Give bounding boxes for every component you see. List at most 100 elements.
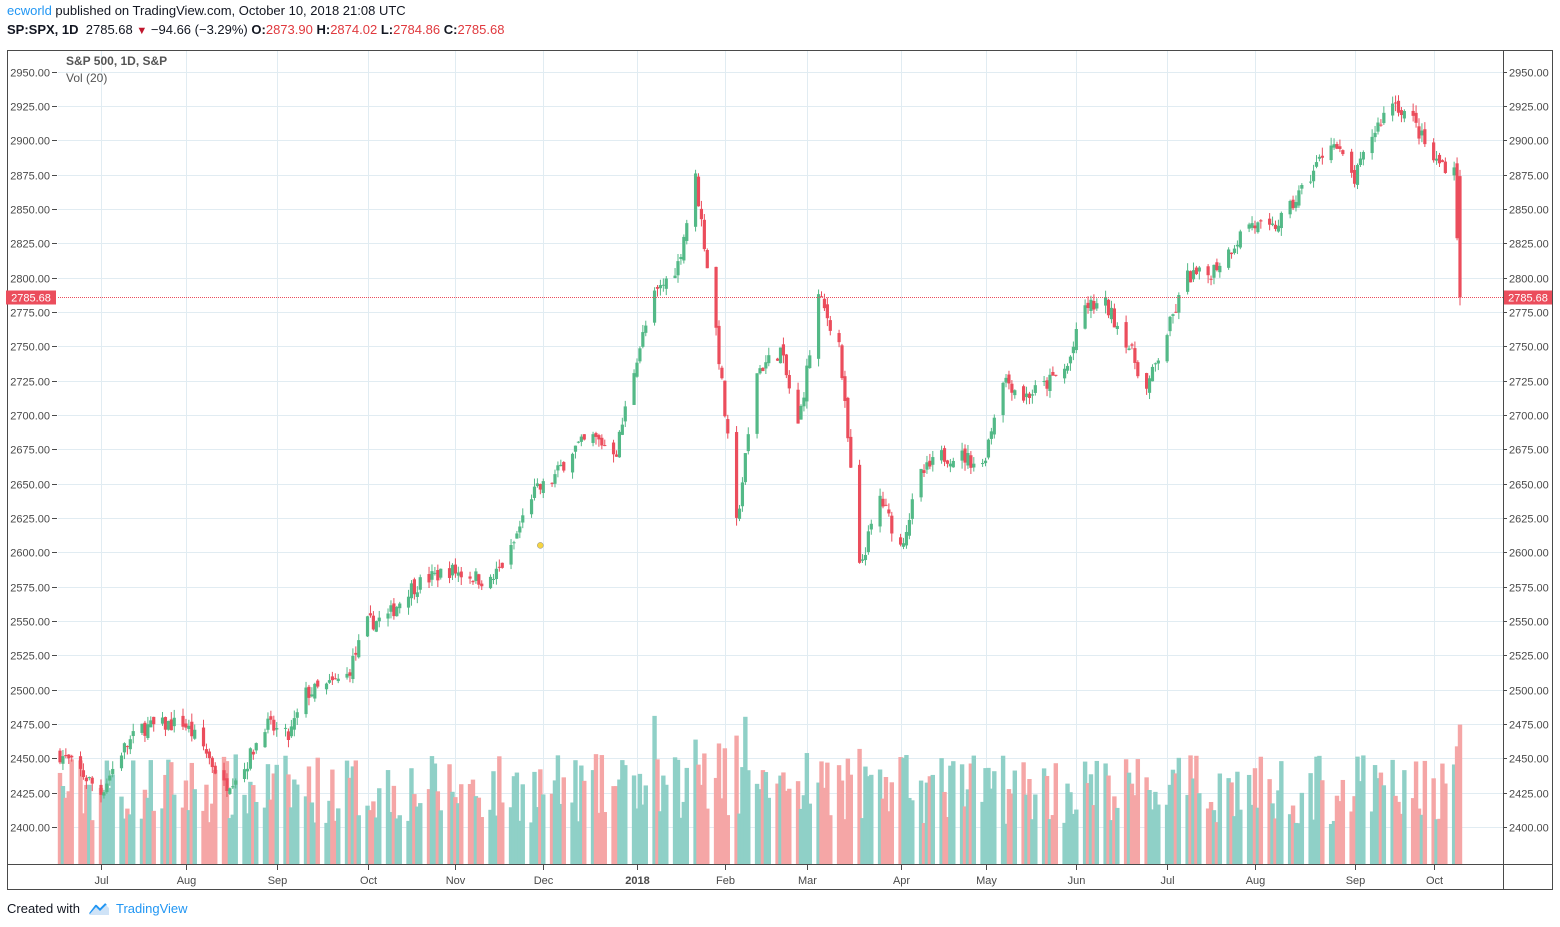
candle-body (398, 603, 402, 609)
volume-bar (678, 817, 684, 864)
volume-indicator-label: Vol (20) (66, 71, 107, 85)
volume-bar (757, 789, 763, 864)
candle-body (535, 483, 540, 487)
volume-bar (863, 766, 868, 864)
candle-body (1171, 314, 1175, 316)
volume-bar (754, 783, 760, 864)
volume-bar (775, 783, 780, 864)
candle-body (1335, 144, 1339, 149)
volume-bar (1299, 792, 1305, 864)
volume-bar (292, 779, 297, 864)
candle-body (316, 680, 320, 687)
volume-bar (1396, 801, 1401, 864)
volume-bar (962, 806, 968, 864)
candle-body (1089, 299, 1093, 311)
volume-bars (57, 715, 1463, 864)
volume-bar (1053, 763, 1059, 864)
volume-bar (286, 774, 291, 864)
volume-bar (1238, 809, 1243, 864)
volume-bar (145, 797, 151, 864)
volume-bar (921, 823, 927, 864)
candle-body (172, 717, 176, 727)
candle-body (64, 755, 68, 757)
candle-body (251, 751, 255, 755)
candle-body (682, 236, 686, 261)
volume-bar (989, 788, 994, 864)
author-link[interactable]: ecworld (7, 3, 52, 18)
candle-body (620, 424, 624, 435)
volume-bar (725, 815, 730, 864)
candle-body (1024, 393, 1029, 398)
volume-bar (415, 806, 420, 864)
volume-bar (532, 771, 537, 864)
candle-body (963, 448, 967, 463)
volume-bar (883, 776, 889, 864)
candle-body (128, 739, 132, 750)
volume-bar (1003, 823, 1009, 864)
tradingview-link[interactable]: TradingView (115, 901, 188, 916)
volume-bar (207, 822, 212, 864)
candle-body (1051, 371, 1055, 376)
x-tick-label: May (976, 875, 997, 887)
candle-body (1177, 295, 1181, 313)
volume-bar (1153, 791, 1158, 864)
volume-bar (69, 759, 74, 864)
candle-body (702, 219, 706, 250)
volume-bar (1320, 780, 1325, 864)
candle-body (775, 358, 780, 361)
candle-body (550, 482, 554, 484)
x-tick-label: Jun (1068, 875, 1086, 887)
x-tick-label: Nov (446, 875, 466, 887)
candle-body (1030, 394, 1034, 396)
y-tick-label: 2800.00 (10, 274, 50, 286)
volume-bar (942, 791, 947, 864)
volume-bar (365, 805, 370, 864)
volume-bar (889, 782, 894, 864)
volume-bar (1413, 761, 1419, 864)
candle-body (1004, 377, 1008, 383)
x-tick-label: Sep (1346, 875, 1366, 887)
volume-bar (520, 784, 525, 864)
volume-bar (570, 802, 575, 864)
volume-bar (798, 808, 804, 864)
candle-body (1358, 158, 1363, 165)
volume-bar (1431, 778, 1436, 864)
volume-bar (508, 807, 514, 864)
candle-body (1361, 152, 1365, 160)
candle-body (945, 460, 950, 464)
volume-bar (412, 794, 417, 864)
volume-bar (1369, 811, 1375, 864)
candle-body (254, 743, 258, 751)
volume-bar (1094, 760, 1100, 864)
volume-bar (740, 767, 745, 864)
candle-body (1191, 270, 1196, 280)
volume-bar (1358, 781, 1363, 864)
volume-bar (60, 786, 66, 864)
candle-body (433, 572, 437, 574)
volume-bar (1270, 803, 1275, 864)
volume-bar (907, 797, 912, 864)
volume-bar (968, 763, 974, 864)
candle-body (942, 448, 947, 462)
candle-body (1197, 267, 1201, 272)
y-tick-label: 2625.00 (1509, 514, 1549, 526)
volume-bar (1337, 801, 1343, 864)
high-value: 2874.02 (330, 22, 378, 37)
volume-bar (447, 764, 452, 864)
candle-body (699, 208, 704, 220)
volume-bar (476, 797, 482, 864)
candle-body (181, 715, 185, 727)
candle-body (313, 683, 317, 699)
volume-bar (1355, 756, 1360, 864)
volume-bar (1229, 782, 1234, 864)
volume-bar (1457, 724, 1463, 864)
volume-bar (333, 820, 338, 864)
candle-body (201, 727, 206, 747)
candle-body (286, 731, 291, 740)
candle-body (111, 768, 115, 775)
candle-body (1423, 129, 1427, 145)
candle-body (389, 605, 393, 612)
volume-bar (866, 776, 871, 864)
candle-body (474, 571, 478, 581)
